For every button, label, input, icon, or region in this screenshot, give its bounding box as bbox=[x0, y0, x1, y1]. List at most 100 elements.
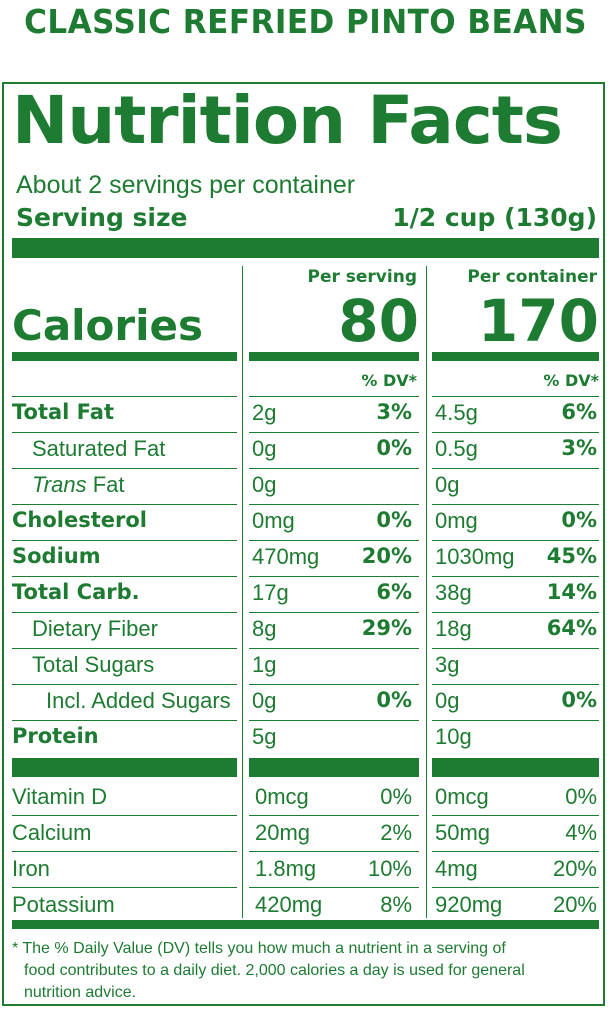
serving-dv: 0% bbox=[376, 688, 412, 712]
container-dv: 6% bbox=[561, 400, 597, 424]
row-divider-container bbox=[432, 396, 599, 397]
calories-rule-label bbox=[12, 352, 237, 361]
container-dv: 14% bbox=[546, 580, 597, 604]
vitamin-band-label bbox=[12, 758, 237, 777]
nutrient-name: Total Carb. bbox=[12, 580, 140, 604]
footnote-line-3: nutrition advice. bbox=[24, 984, 137, 1001]
vitamin-divider-container bbox=[432, 815, 599, 816]
row-divider-container bbox=[432, 648, 599, 649]
vitamin-serving-dv: 8% bbox=[380, 892, 412, 917]
vitamin-serving-dv: 2% bbox=[380, 820, 412, 845]
container-amount: 0g bbox=[435, 688, 460, 713]
row-divider-serving bbox=[249, 684, 419, 685]
container-amount: 3g bbox=[435, 652, 460, 677]
nutrition-label-panel bbox=[2, 82, 605, 1006]
calories-per-serving: 80 bbox=[338, 287, 419, 355]
nutrient-name: Saturated Fat bbox=[32, 436, 166, 461]
serving-amount: 17g bbox=[252, 580, 289, 605]
vitamin-serving-amount: 0mcg bbox=[255, 784, 309, 809]
serving-amount: 470mg bbox=[252, 544, 320, 569]
vitamin-divider-serving bbox=[249, 851, 419, 852]
row-divider-serving bbox=[249, 396, 419, 397]
row-divider-serving bbox=[249, 612, 419, 613]
serving-dv: 0% bbox=[376, 436, 412, 460]
row-divider-container bbox=[432, 612, 599, 613]
row-divider-serving bbox=[249, 504, 419, 505]
vitamin-container-amount: 920mg bbox=[435, 892, 503, 917]
dv-header-container: % DV* bbox=[543, 371, 599, 390]
vitamin-container-dv: 20% bbox=[552, 892, 597, 917]
container-amount: 0.5g bbox=[435, 436, 478, 461]
row-divider-serving bbox=[249, 720, 419, 721]
calories-per-container: 170 bbox=[477, 287, 599, 355]
serving-dv: 20% bbox=[361, 544, 412, 568]
row-divider-container bbox=[432, 720, 599, 721]
product-title: CLASSIC REFRIED PINTO BEANS bbox=[24, 2, 587, 41]
container-amount: 18g bbox=[435, 616, 472, 641]
vitamin-container-dv: 20% bbox=[552, 856, 597, 881]
column-divider-container bbox=[426, 266, 427, 918]
fat-word: Fat bbox=[86, 472, 125, 497]
serving-amount: 0g bbox=[252, 472, 277, 497]
vitamin-serving-amount: 1.8mg bbox=[255, 856, 317, 881]
row-divider-container bbox=[432, 576, 599, 577]
nutrient-name: Dietary Fiber bbox=[32, 616, 158, 641]
serving-amount: 0g bbox=[252, 688, 277, 713]
vitamin-name: Iron bbox=[12, 856, 50, 881]
row-divider-container bbox=[432, 504, 599, 505]
container-amount: 38g bbox=[435, 580, 472, 605]
serving-amount: 2g bbox=[252, 400, 277, 425]
vitamin-band-serving bbox=[249, 758, 419, 777]
per-serving-header: Per serving bbox=[307, 267, 417, 287]
serving-amount: 0g bbox=[252, 436, 277, 461]
vitamin-name: Vitamin D bbox=[12, 784, 107, 809]
thick-divider-bottom bbox=[12, 920, 599, 929]
serving-amount: 5g bbox=[252, 724, 277, 749]
vitamin-divider-container bbox=[432, 887, 599, 888]
nutrient-name: Protein bbox=[12, 724, 99, 748]
footnote-line-1: * The % Daily Value (DV) tells you how m… bbox=[12, 940, 506, 957]
vitamin-container-dv: 4% bbox=[565, 820, 597, 845]
calories-rule-container bbox=[432, 352, 599, 361]
row-divider-container bbox=[432, 468, 599, 469]
vitamin-container-amount: 4mg bbox=[435, 856, 478, 881]
vitamin-serving-amount: 20mg bbox=[255, 820, 311, 845]
container-amount: 1030mg bbox=[435, 544, 515, 569]
container-dv: 0% bbox=[561, 508, 597, 532]
row-divider-container bbox=[432, 540, 599, 541]
column-divider-serving bbox=[242, 266, 243, 918]
serving-dv: 6% bbox=[376, 580, 412, 604]
vitamin-container-dv: 0% bbox=[565, 784, 597, 809]
nutrient-name-trans-fat: Trans Fat bbox=[32, 474, 125, 496]
row-divider-serving bbox=[249, 468, 419, 469]
vitamin-divider-label bbox=[12, 851, 237, 852]
footnote-line-2: food contributes to a daily diet. 2,000 … bbox=[24, 962, 525, 979]
serving-dv: 3% bbox=[376, 400, 412, 424]
container-dv: 3% bbox=[561, 436, 597, 460]
container-dv: 0% bbox=[561, 688, 597, 712]
serving-size-value: 1/2 cup (130g) bbox=[392, 203, 597, 232]
calories-rule-serving bbox=[249, 352, 419, 361]
container-amount: 10g bbox=[435, 724, 472, 749]
nutrient-name: Total Sugars bbox=[32, 652, 155, 677]
container-dv: 45% bbox=[546, 544, 597, 568]
row-divider-serving bbox=[249, 432, 419, 433]
vitamin-serving-amount: 420mg bbox=[255, 892, 323, 917]
vitamin-divider-label bbox=[12, 887, 237, 888]
container-dv: 64% bbox=[546, 616, 597, 640]
vitamin-divider-serving bbox=[249, 815, 419, 816]
trans-italic: Trans bbox=[32, 472, 87, 497]
serving-dv: 0% bbox=[376, 508, 412, 532]
vitamin-divider-serving bbox=[249, 887, 419, 888]
vitamin-serving-dv: 0% bbox=[380, 784, 412, 809]
vitamin-name: Calcium bbox=[12, 820, 92, 845]
container-amount: 0mg bbox=[435, 508, 478, 533]
vitamin-name: Potassium bbox=[12, 892, 115, 917]
vitamin-container-amount: 50mg bbox=[435, 820, 491, 845]
vitamin-band-container bbox=[432, 758, 599, 777]
thick-divider-top bbox=[12, 238, 599, 258]
row-divider-serving bbox=[249, 576, 419, 577]
nutrient-name: Sodium bbox=[12, 544, 101, 568]
nutrient-name: Total Fat bbox=[12, 400, 115, 424]
vitamin-serving-dv: 10% bbox=[367, 856, 412, 881]
